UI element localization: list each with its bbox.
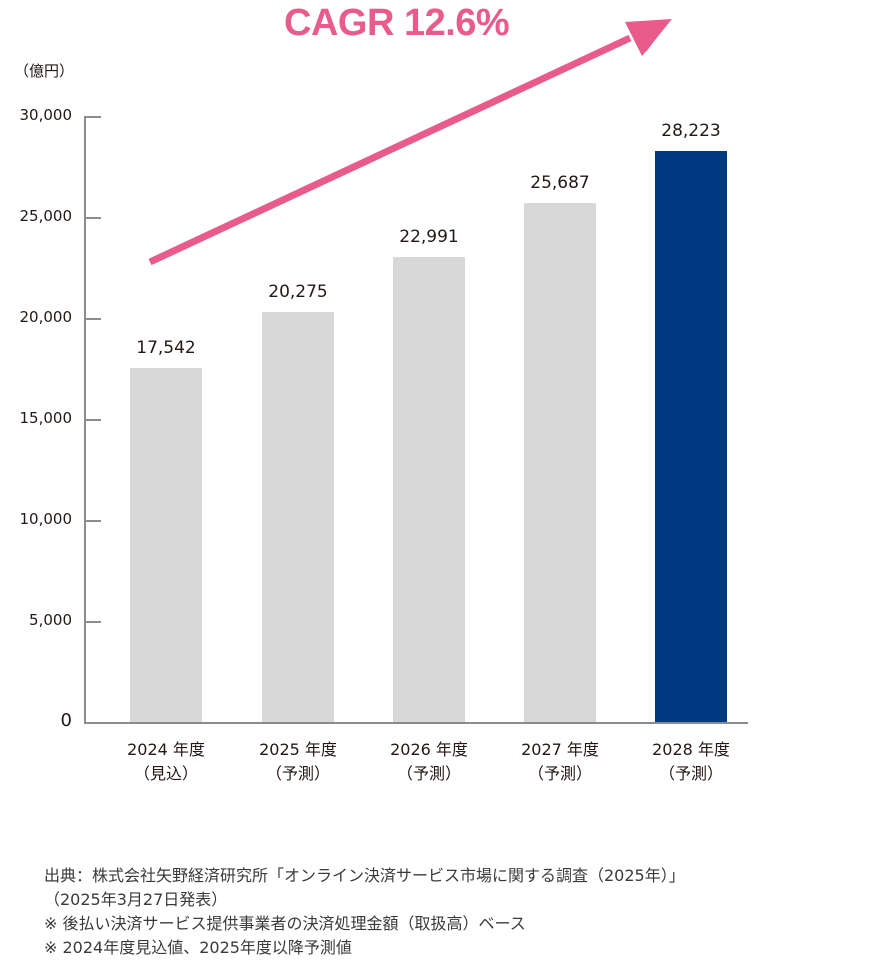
y-tick-mark: [84, 217, 101, 219]
x-axis-line: [84, 722, 748, 724]
bar-2024: [130, 368, 202, 722]
bar-2028: [655, 151, 727, 722]
y-tick-label: 25,000: [19, 207, 73, 225]
growth-arrow-icon: [148, 19, 672, 266]
x-category-year: 2025 年度: [259, 740, 337, 759]
cagr-label: CAGR 12.6%: [284, 2, 510, 44]
x-category-year: 2024 年度: [127, 740, 205, 759]
bar-2025: [262, 312, 334, 722]
x-category-label: 2026 年度 （予測）: [364, 738, 494, 786]
bar-2026: [393, 257, 465, 722]
y-tick-label: 5,000: [29, 611, 72, 629]
footnote-estimates: ※ 2024年度見込値、2025年度以降予測値: [44, 938, 352, 957]
release-date: （2025年3月27日発表）: [44, 890, 228, 909]
bar-value-label: 28,223: [661, 121, 721, 141]
y-axis-unit-label: （億円）: [14, 62, 75, 80]
x-category-year: 2028 年度: [652, 740, 730, 759]
y-tick-label: 15,000: [19, 409, 73, 427]
source-citation: 出典：株式会社矢野経済研究所「オンライン決済サービス市場に関する調査（2025年…: [44, 866, 685, 885]
bar-2027: [524, 203, 596, 722]
source-notes: 出典：株式会社矢野経済研究所「オンライン決済サービス市場に関する調査（2025年…: [44, 864, 685, 960]
bar-value-label: 17,542: [136, 338, 196, 358]
y-tick-label: 20,000: [19, 308, 73, 326]
x-category-type: （見込）: [133, 764, 198, 783]
x-category-label: 2025 年度 （予測）: [233, 738, 363, 786]
y-tick-mark: [84, 621, 101, 623]
x-category-label: 2028 年度 （予測）: [626, 738, 756, 786]
x-category-type: （予測）: [265, 764, 330, 783]
bar-value-label: 22,991: [399, 227, 459, 247]
y-tick-mark: [84, 419, 101, 421]
x-category-year: 2027 年度: [521, 740, 599, 759]
x-category-year: 2026 年度: [390, 740, 468, 759]
x-category-type: （予測）: [658, 764, 723, 783]
bar-value-label: 20,275: [268, 282, 328, 302]
x-category-label: 2024 年度 （見込）: [101, 738, 231, 786]
y-tick-label: 10,000: [19, 510, 73, 528]
y-tick-label: 0: [60, 710, 72, 731]
x-category-type: （予測）: [527, 764, 592, 783]
footnote-basis: ※ 後払い決済サービス提供事業者の決済処理金額（取扱高）ベース: [44, 914, 526, 933]
y-tick-mark: [84, 116, 101, 118]
x-category-label: 2027 年度 （予測）: [495, 738, 625, 786]
y-tick-mark: [84, 318, 101, 320]
bar-value-label: 25,687: [530, 173, 590, 193]
y-tick-mark: [84, 520, 101, 522]
x-category-type: （予測）: [396, 764, 461, 783]
y-tick-label: 30,000: [19, 106, 73, 124]
